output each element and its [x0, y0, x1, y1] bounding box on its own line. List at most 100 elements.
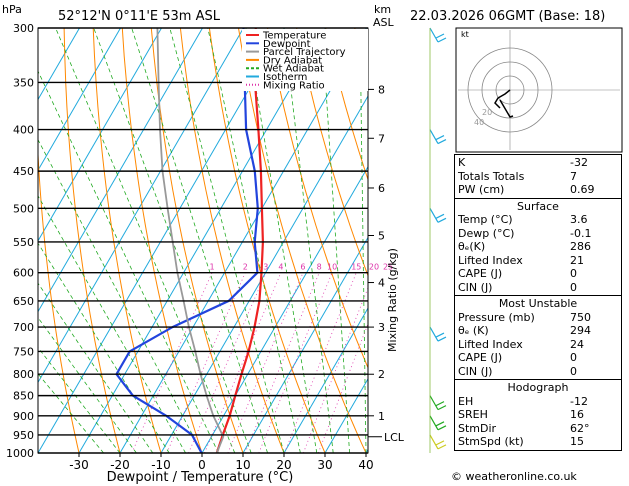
- km-tick-label: 3: [378, 321, 385, 334]
- datetime-title: 22.03.2026 06GMT (Base: 18): [410, 9, 605, 24]
- mu-row: CAPE (J) 0: [458, 351, 577, 364]
- wind-barb-flag: [435, 401, 445, 407]
- mixing-ratio-line: [244, 272, 320, 453]
- wet-adiabat: [359, 28, 367, 453]
- surface-title: Surface: [517, 199, 559, 213]
- legend-label: Temperature: [262, 31, 326, 42]
- mixing-ratio-label: 3: [263, 263, 268, 272]
- most-unstable-title: Most Unstable: [498, 297, 578, 310]
- wet-adiabat: [38, 373, 104, 453]
- surface-row: Dewp (°C) -0.1: [458, 226, 592, 240]
- index-row-pw: PW (cm) 0.69: [458, 183, 595, 196]
- location-title: 52°12'N 0°11'E 53m ASL: [58, 9, 221, 24]
- km-tick-label: 7: [378, 132, 385, 145]
- y-axis-mixing-ratio-label: Mixing Ratio (g/kg): [386, 248, 399, 352]
- pressure-tick-label: 850: [13, 390, 34, 403]
- mixing-ratio-line: [131, 272, 213, 453]
- mixing-ratio-label: 10: [327, 263, 337, 272]
- mixing-ratio-label: 25: [383, 263, 393, 272]
- indices-panel: K -32 Totals Totals 7 PW (cm) 0.69 Surface …: [454, 154, 622, 451]
- wet-adiabat: [321, 28, 350, 453]
- wind-barb-flag: [435, 421, 445, 427]
- km-tick-label: 2: [378, 368, 385, 381]
- mu-row: CIN (J) 0: [458, 364, 577, 378]
- wind-barb-flag: [437, 444, 447, 450]
- mixing-ratio-line: [166, 272, 246, 453]
- isotherm-line: [38, 28, 285, 453]
- hodograph-ring-label: 40: [474, 118, 484, 127]
- x-tick-label: 20: [276, 458, 291, 472]
- parcel-trajectory-profile: [156, 28, 225, 453]
- temperature-profile: [215, 28, 265, 453]
- legend-label: Dry Adiabat: [263, 55, 322, 66]
- x-tick-label: 10: [235, 458, 250, 472]
- mixing-ratio-line: [204, 272, 282, 453]
- pressure-tick-label: 550: [13, 236, 34, 249]
- hpa-label: hPa: [2, 3, 22, 16]
- km-tick-label: 4: [378, 277, 385, 290]
- dry-adiabat: [121, 28, 203, 453]
- pressure-tick-label: 950: [13, 429, 34, 442]
- mu-row: θₑ (K) 294: [458, 324, 591, 337]
- wind-barb-flag: [435, 332, 445, 338]
- wind-barb: [429, 395, 439, 410]
- dry-adiabat: [238, 28, 367, 453]
- hodograph-unit-label: kt: [461, 30, 469, 39]
- wet-adiabat: [131, 28, 268, 453]
- pressure-tick-label: 300: [13, 22, 34, 35]
- storm-motion-vector: [499, 99, 514, 118]
- km-label: km: [374, 3, 391, 16]
- x-tick-label: 0: [198, 458, 206, 472]
- km-tick-label: 8: [378, 83, 385, 96]
- pressure-tick-label: 750: [13, 345, 34, 358]
- hodo-row: StmSpd (kt) 15: [458, 435, 584, 448]
- lcl-label: LCL: [384, 431, 405, 444]
- pressure-tick-label: 900: [13, 410, 34, 423]
- hodo-row: StmDir 62°: [458, 421, 590, 435]
- legend-label: Wet Adiabat: [263, 64, 324, 75]
- legend-background: [242, 29, 368, 91]
- hodograph-trace: [494, 89, 511, 109]
- wind-barb-flag: [437, 336, 447, 342]
- isotherm-line: [324, 377, 368, 453]
- isotherm-line: [38, 28, 80, 101]
- isotherm-line: [38, 28, 244, 384]
- isotherm-line: [38, 28, 121, 172]
- surface-row: Temp (°C) 3.6: [458, 213, 588, 226]
- legend-label: Parcel Trajectory: [263, 47, 346, 58]
- pressure-tick-label: 600: [13, 267, 34, 280]
- hodo-row: SREH 16: [458, 408, 584, 421]
- isotherm-line: [201, 165, 368, 453]
- hodo-row: EH -12: [458, 394, 588, 408]
- surface-row: CIN (J) 0: [458, 280, 577, 294]
- wind-barb-flag: [437, 217, 447, 223]
- wind-barb-flag: [437, 425, 447, 431]
- surface-row: CAPE (J) 0: [458, 267, 577, 280]
- x-tick-label: -30: [69, 458, 89, 472]
- hodograph-box: Hodograph EH -12 SREH 16 StmDir 62° StmSpd …: [454, 380, 622, 451]
- x-tick-label: 30: [317, 458, 332, 472]
- wind-barb: [429, 129, 439, 144]
- dry-adiabat: [179, 28, 285, 453]
- wind-barb: [429, 27, 439, 43]
- x-tick-label: -20: [110, 458, 130, 472]
- wet-adiabat: [169, 28, 285, 453]
- dry-adiabat: [325, 28, 368, 182]
- wind-barb-flag: [437, 405, 447, 411]
- asl-label: ASL: [373, 16, 395, 29]
- mixing-ratio-label: 2: [243, 263, 248, 272]
- dry-adiabat: [63, 28, 121, 453]
- pressure-tick-label: 800: [13, 368, 34, 381]
- x-axis-label: Dewpoint / Temperature (°C): [107, 470, 294, 485]
- legend-label: Mixing Ratio: [263, 80, 325, 91]
- mixing-ratio-line: [317, 322, 368, 453]
- mu-row: Lifted Index 24: [458, 337, 584, 351]
- wet-adiabat: [38, 242, 170, 453]
- pressure-tick-label: 1000: [6, 447, 34, 460]
- wind-barbs: [429, 27, 447, 453]
- legend-label: Dewpoint: [263, 39, 311, 50]
- wind-barb: [429, 415, 439, 431]
